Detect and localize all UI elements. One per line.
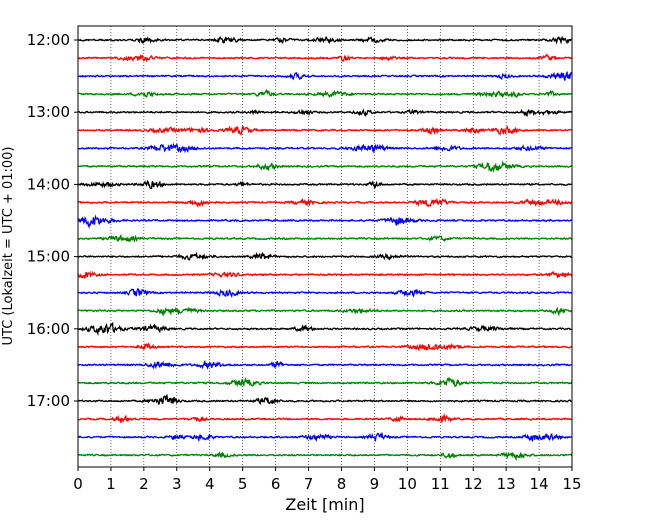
plot-frame: [77, 25, 573, 468]
trace-line-15: [77, 288, 573, 299]
trace-line-5: [77, 108, 573, 118]
trace-line-10: [77, 197, 572, 208]
trace-line-21: [77, 394, 573, 406]
trace-line-22: [77, 413, 573, 424]
x-tick-label-7: 7: [304, 475, 314, 493]
y-tick-label-17:00: 17:00: [27, 392, 70, 410]
y-axis-label: UTC (Lokalzeit = UTC + 01:00): [1, 147, 16, 346]
trace-line-6: [77, 125, 573, 137]
y-axis-ticks: 12:00 13:00 14:00 15:00 16:00 17:00: [27, 31, 78, 410]
y-tick-label-14:00: 14:00: [27, 175, 70, 193]
x-tick-label-14: 14: [530, 475, 549, 493]
trace-line-14: [77, 270, 573, 279]
trace-line-18: [77, 342, 573, 352]
trace-line-7: [77, 142, 573, 154]
trace-line-8: [77, 160, 572, 173]
trace-line-1: [77, 35, 573, 45]
y-tick-label-15:00: 15:00: [27, 248, 70, 266]
y-tick-label-12:00: 12:00: [27, 31, 70, 49]
y-tick-label-16:00: 16:00: [27, 320, 70, 338]
x-tick-label-9: 9: [370, 475, 380, 493]
x-tick-label-10: 10: [398, 475, 417, 493]
x-tick-label-12: 12: [464, 475, 483, 493]
trace-line-2: [77, 53, 573, 63]
x-tick-label-15: 15: [562, 475, 581, 493]
x-tick-label-11: 11: [431, 475, 450, 493]
trace-line-16: [77, 306, 573, 317]
x-axis-label: Zeit [min]: [285, 495, 364, 514]
trace-line-24: [77, 451, 573, 462]
y-tick-label-13:00: 13:00: [27, 103, 70, 121]
x-tick-label-1: 1: [106, 475, 116, 493]
trace-line-9: [77, 179, 573, 190]
x-tick-label-4: 4: [205, 475, 215, 493]
trace-line-17: [77, 321, 573, 337]
trace-line-13: [77, 251, 573, 261]
x-tick-label-0: 0: [73, 475, 83, 493]
x-tick-label-6: 6: [271, 475, 281, 493]
x-tick-label-5: 5: [238, 475, 248, 493]
trace-line-20: [77, 376, 573, 388]
x-tick-label-2: 2: [139, 475, 149, 493]
trace-line-12: [77, 233, 573, 243]
x-axis-ticks: 0 1 2 3 4 5 6 7 8 9 10 11 12 13 14 15: [73, 467, 582, 493]
trace-line-4: [77, 88, 573, 99]
x-tick-label-8: 8: [337, 475, 347, 493]
trace-line-3: [77, 71, 573, 81]
x-tick-label-3: 3: [172, 475, 182, 493]
trace-line-19: [77, 359, 573, 370]
x-tick-label-13: 13: [497, 475, 516, 493]
trace-line-11: [77, 214, 573, 229]
trace-lines: [77, 35, 573, 462]
trace-line-23: [77, 432, 573, 443]
